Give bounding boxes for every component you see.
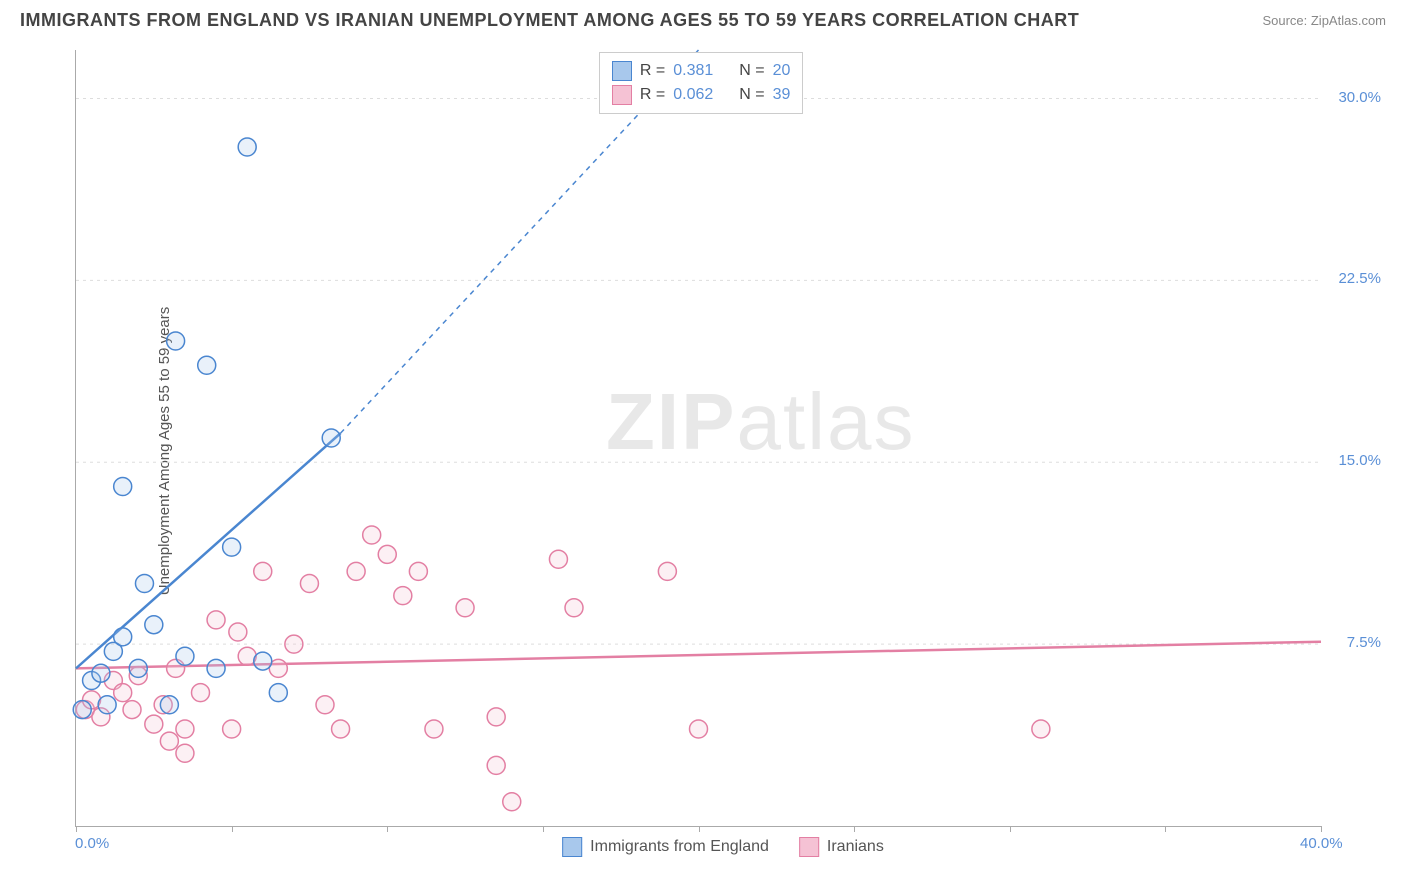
x-tick <box>699 826 700 832</box>
y-tick-label: 30.0% <box>1338 89 1381 106</box>
y-tick-label: 15.0% <box>1338 452 1381 469</box>
x-tick <box>232 826 233 832</box>
swatch-series-b <box>612 85 632 105</box>
plot-area: ZIPatlas R = 0.381 N = 20 R = 0.062 N = … <box>75 50 1321 827</box>
x-tick <box>387 826 388 832</box>
r-value-b: 0.062 <box>673 86 713 104</box>
legend-row-series-a: R = 0.381 N = 20 <box>612 59 791 83</box>
y-tick-label: 22.5% <box>1338 270 1381 287</box>
r-value-a: 0.381 <box>673 62 713 80</box>
x-tick <box>76 826 77 832</box>
x-tick-label: 40.0% <box>1300 835 1343 852</box>
legend-item-series-b: Iranians <box>799 837 884 857</box>
x-tick <box>543 826 544 832</box>
series-legend: Immigrants from England Iranians <box>562 837 884 857</box>
n-label-a: N = <box>739 62 764 80</box>
x-tick <box>1165 826 1166 832</box>
n-label-b: N = <box>739 86 764 104</box>
legend-label-b: Iranians <box>827 838 884 856</box>
correlation-legend: R = 0.381 N = 20 R = 0.062 N = 39 <box>599 52 804 114</box>
r-label-b: R = <box>640 86 665 104</box>
legend-label-a: Immigrants from England <box>590 838 769 856</box>
scatter-plot-svg <box>76 50 1321 826</box>
n-value-a: 20 <box>773 62 791 80</box>
legend-row-series-b: R = 0.062 N = 39 <box>612 83 791 107</box>
legend-swatch-a <box>562 837 582 857</box>
swatch-series-a <box>612 61 632 81</box>
x-tick <box>1321 826 1322 832</box>
x-tick <box>854 826 855 832</box>
x-tick-label: 0.0% <box>75 835 109 852</box>
source-attribution: Source: ZipAtlas.com <box>1262 13 1386 28</box>
r-label-a: R = <box>640 62 665 80</box>
legend-item-series-a: Immigrants from England <box>562 837 769 857</box>
n-value-b: 39 <box>773 86 791 104</box>
chart-title: IMMIGRANTS FROM ENGLAND VS IRANIAN UNEMP… <box>20 10 1079 31</box>
y-tick-label: 7.5% <box>1347 634 1381 651</box>
chart-container: Unemployment Among Ages 55 to 59 years Z… <box>50 45 1396 857</box>
legend-swatch-b <box>799 837 819 857</box>
x-tick <box>1010 826 1011 832</box>
